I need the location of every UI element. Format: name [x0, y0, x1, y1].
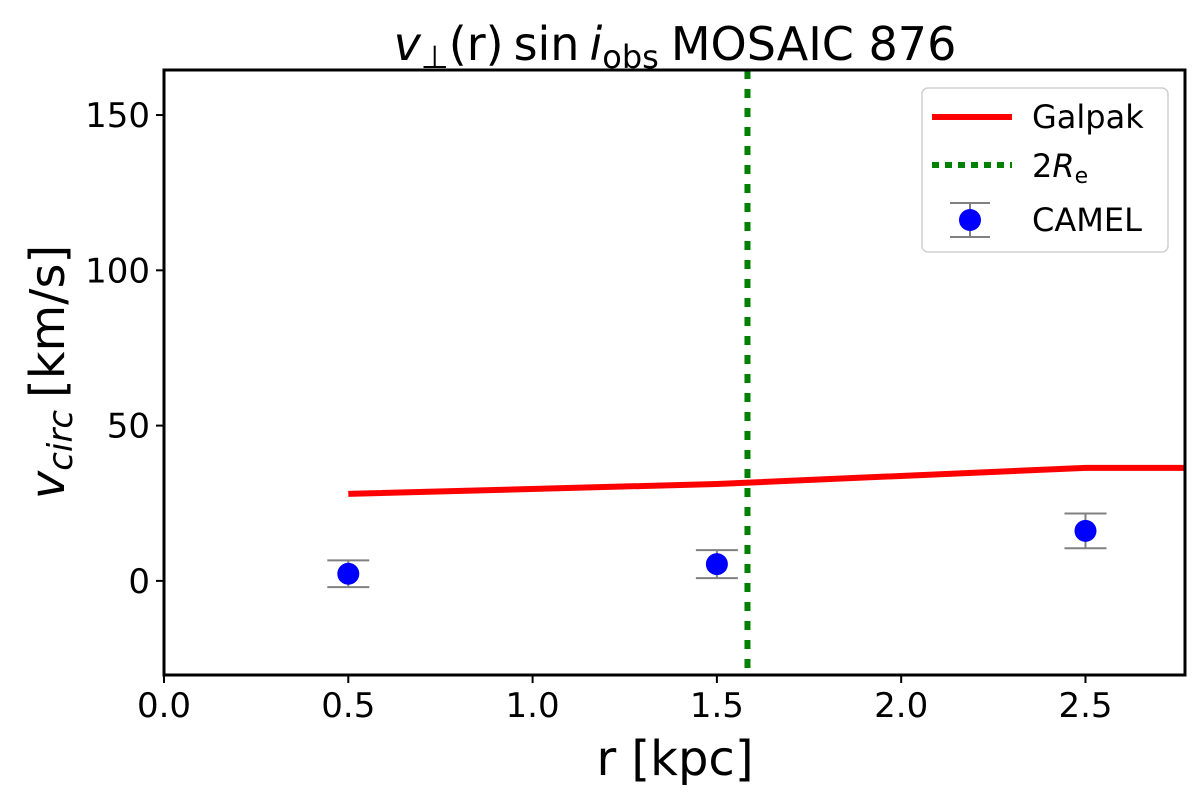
camel-point — [705, 553, 728, 576]
legend-box — [921, 87, 1169, 253]
camel-point — [337, 562, 360, 585]
legend-2re-label: 2Re — [1032, 147, 1088, 189]
y-tick-label: 100 — [85, 251, 150, 291]
x-tick-label: 0.0 — [137, 686, 191, 726]
x-tick-label: 1.0 — [506, 686, 560, 726]
galpak-line — [348, 464, 1185, 497]
camel-point — [1074, 519, 1097, 542]
x-tick-label: 0.5 — [321, 686, 375, 726]
plot-frame — [162, 68, 1187, 677]
legend-camel-swatch — [950, 202, 990, 238]
chart-title: v⊥(r) sin iobs MOSAIC 876 — [394, 17, 957, 76]
y-tick-label: 0 — [128, 562, 150, 602]
y-tick-label: 150 — [85, 96, 150, 136]
y-axis-label: vcirc[km/s] — [20, 245, 81, 499]
legend-camel-label: CAMEL — [1032, 201, 1142, 239]
legend-galpak-label: Galpak — [1032, 98, 1144, 136]
y-tick-label: 50 — [107, 407, 150, 447]
x-axis-label: r [kpc] — [596, 731, 753, 787]
x-tick-label: 1.5 — [690, 686, 744, 726]
x-tick-label: 2.0 — [874, 686, 928, 726]
x-tick-label: 2.5 — [1058, 686, 1112, 726]
legend: Galpak 2Re CAMEL — [921, 87, 1169, 253]
